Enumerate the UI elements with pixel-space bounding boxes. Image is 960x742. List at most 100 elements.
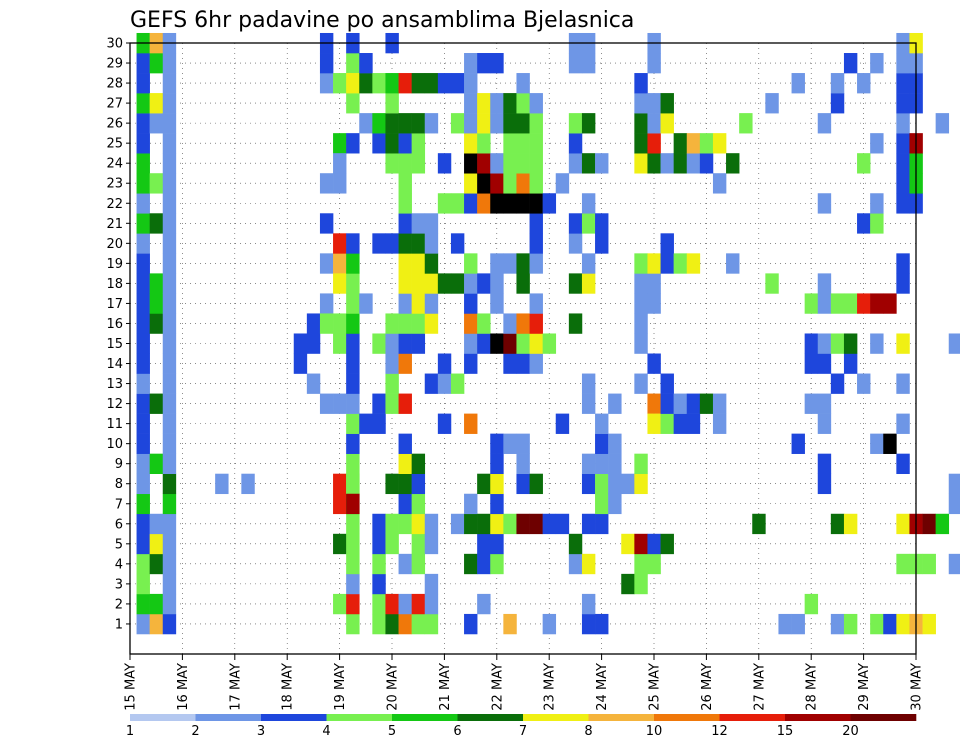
precip-cell — [490, 253, 504, 274]
legend-swatch — [261, 714, 327, 721]
precip-cell — [464, 153, 478, 174]
precip-cell — [647, 93, 661, 114]
precip-cell — [424, 233, 439, 254]
legend-swatch — [850, 714, 917, 721]
precip-cell — [581, 393, 596, 414]
precip-cell — [542, 613, 557, 635]
precip-cell — [411, 153, 426, 174]
precip-cell — [621, 473, 635, 495]
precip-cell — [372, 133, 386, 154]
precip-cell — [464, 113, 478, 134]
precip-cell — [503, 253, 517, 274]
precip-cell — [162, 293, 177, 314]
precip-cell — [817, 333, 832, 354]
x-tick-label: 29 MAY — [857, 663, 872, 711]
y-tick-label: 25 — [106, 137, 123, 152]
precip-cell — [542, 513, 557, 535]
precip-cell — [503, 433, 517, 454]
precip-cell — [817, 453, 832, 475]
precip-cell — [581, 593, 596, 615]
precip-cell — [490, 433, 504, 454]
precip-cell — [791, 433, 805, 454]
precip-cell — [830, 93, 845, 114]
precip-cell — [477, 313, 491, 334]
precip-cell — [581, 553, 596, 575]
precip-cell — [162, 253, 177, 274]
precip-cell — [162, 273, 177, 294]
precip-cell — [660, 113, 674, 134]
precip-cell — [516, 313, 530, 334]
precip-cell — [817, 273, 832, 294]
precip-cell — [804, 353, 819, 374]
precip-cell — [333, 233, 347, 254]
y-tick-label: 14 — [106, 357, 123, 372]
precip-cell — [647, 413, 661, 434]
legend-label: 7 — [519, 724, 527, 739]
precip-cell — [162, 393, 177, 414]
legend-label: 4 — [322, 724, 330, 739]
precip-cell — [830, 73, 845, 94]
precip-cell — [346, 253, 360, 274]
y-tick-label: 30 — [106, 37, 123, 52]
precip-cell — [149, 393, 164, 414]
precip-cell — [424, 593, 439, 615]
precip-cell — [647, 553, 661, 575]
precip-cell — [490, 493, 504, 515]
precip-cell — [372, 333, 386, 354]
precip-cell — [477, 333, 491, 354]
precip-cell — [634, 533, 648, 555]
precip-cell — [398, 593, 412, 615]
precip-cell — [660, 253, 674, 274]
precip-cell — [162, 493, 177, 515]
precip-cell — [817, 113, 832, 134]
precip-cell — [162, 193, 177, 214]
precip-cell — [529, 113, 543, 134]
precip-cell — [372, 233, 386, 254]
precip-cell — [896, 73, 910, 94]
precip-cell — [830, 293, 845, 314]
precip-cell — [136, 493, 150, 515]
precip-cell — [896, 193, 910, 214]
precip-cell — [411, 73, 426, 94]
precip-cell — [516, 333, 530, 354]
precip-cell — [149, 113, 164, 134]
y-tick-label: 12 — [106, 397, 123, 412]
precip-cell — [870, 53, 884, 74]
legend-label: 1 — [126, 724, 134, 739]
precip-cell — [437, 353, 452, 374]
precip-cell — [385, 313, 399, 334]
precip-cell — [490, 473, 504, 495]
precip-cell — [857, 213, 871, 234]
precip-cell — [752, 513, 766, 535]
precip-cell — [162, 133, 177, 154]
precip-cell — [372, 73, 386, 94]
precip-cell — [529, 153, 543, 174]
precip-cell — [581, 193, 596, 214]
precip-cell — [542, 193, 557, 214]
precip-cell — [896, 53, 910, 74]
precip-cell — [346, 593, 360, 615]
precip-cell — [870, 333, 884, 354]
precip-cell — [359, 413, 373, 434]
precip-cell — [346, 393, 360, 414]
precip-cell — [896, 333, 910, 354]
precip-cell — [529, 513, 543, 535]
precip-cell — [555, 413, 570, 434]
precip-cell — [136, 173, 150, 194]
legend-swatch — [195, 714, 262, 721]
precip-cell — [333, 313, 347, 334]
precip-cell — [634, 253, 648, 274]
precip-cell — [372, 573, 386, 595]
precip-cell — [529, 213, 543, 234]
precip-cell — [411, 293, 426, 314]
precip-cell — [306, 373, 321, 394]
precip-cell — [647, 133, 661, 154]
precip-cell — [516, 453, 530, 475]
precip-cell — [529, 253, 543, 274]
precip-cell — [398, 293, 412, 314]
precip-cell — [241, 473, 255, 495]
legend-swatch — [457, 714, 524, 721]
precip-cell — [477, 593, 491, 615]
y-tick-label: 27 — [106, 97, 123, 112]
precip-cell — [647, 393, 661, 414]
